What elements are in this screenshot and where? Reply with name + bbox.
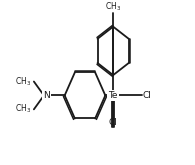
Text: CH$_3$: CH$_3$	[15, 102, 31, 115]
Text: Cl: Cl	[143, 91, 152, 100]
Text: CH$_3$: CH$_3$	[105, 1, 121, 13]
Text: Cl: Cl	[109, 118, 118, 128]
Text: N: N	[43, 91, 50, 100]
Text: Te: Te	[108, 91, 118, 100]
Text: CH$_3$: CH$_3$	[15, 76, 31, 88]
